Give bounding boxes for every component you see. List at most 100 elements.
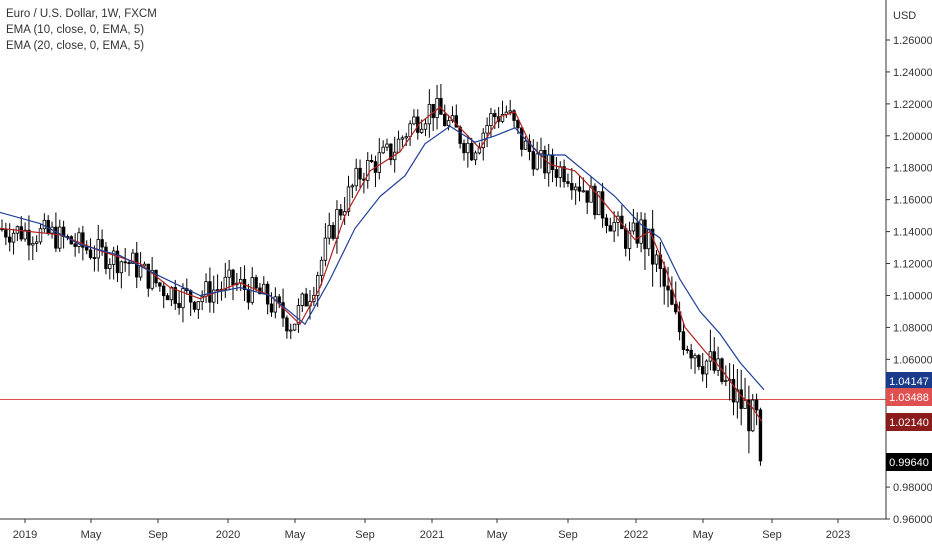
candle-body [227,269,231,278]
x-tick-label: May [693,529,714,541]
candle-body [111,250,116,265]
candle-body [666,285,670,291]
candle-body [635,222,639,244]
candle-body [396,138,401,153]
price-badge-label: 1.03488 [889,392,929,404]
candle-body [46,219,50,234]
candle-body [608,225,612,232]
candle-body [146,263,150,289]
candle-body [735,389,740,403]
candle-body [604,217,609,227]
candle-body [597,191,601,216]
x-tick-label: 2022 [624,529,648,541]
candle-body [281,302,285,319]
candle-body [585,190,589,203]
ema20-line [0,125,765,391]
candle-body [389,143,393,161]
candle-body [558,166,562,178]
ema-lines [0,106,765,422]
y-tick-label: 1.08000 [893,322,932,334]
candle-body [177,303,181,309]
candle-body [315,275,320,296]
chart-legend: Euro / U.S. Dollar, 1W, FXCM EMA (10, cl… [6,6,157,54]
candle-body [11,232,16,243]
candle-body [108,264,112,269]
price-badges: 1.04147 1.03488 1.02140 0.99640 [886,372,932,471]
candle-body [512,110,516,121]
candle-body [115,250,120,274]
candle-body [674,303,678,313]
candle-body [624,228,628,249]
price-badge-label: 1.04147 [889,376,929,388]
candle-body [350,185,355,188]
candle-body [516,120,520,129]
candle-body [92,257,97,259]
x-tick-label: Sep [148,529,168,541]
candle-body [693,355,697,359]
candle-body [508,110,512,113]
candle-body [439,97,443,115]
candle-body [454,115,458,128]
candle-body [577,186,582,192]
y-tick-label: 1.22000 [893,99,932,111]
candle-body [639,219,643,244]
candle-body [196,301,201,310]
y-tick-label: 1.18000 [893,163,932,175]
x-tick-label: May [81,529,102,541]
candle-body [408,123,412,138]
candle-body [4,229,8,238]
y-tick-label: 1.24000 [893,67,932,79]
x-axis[interactable]: 2019 May Sep 2020 May Sep 2021 May Sep 2022 May Sep… [13,519,850,541]
candle-body [724,380,728,382]
candle-body [489,113,493,126]
candle-body [150,269,154,289]
candle-body [600,191,605,219]
candle-body [335,209,339,239]
candle-body [104,246,108,269]
candle-body [647,228,651,250]
candle-body [23,229,27,240]
y-tick-label: 0.98000 [893,482,932,494]
candle-body [58,226,62,249]
candle-body [369,160,374,163]
y-axis[interactable]: USD 1.26000 1.24000 1.22000 1.20000 1.18000 1.… [886,10,932,526]
candle-body [300,293,304,306]
y-tick-label: 1.10000 [893,290,932,302]
candle-body [385,143,389,148]
candlestick-series [0,83,763,466]
x-tick-label: Sep [762,529,782,541]
x-tick-label: 2023 [826,529,850,541]
candle-body [354,167,358,187]
legend-ema10: EMA (10, close, 0, EMA, 5) [6,24,145,36]
candle-body [19,226,23,240]
x-tick-label: May [487,529,508,541]
candle-body [731,379,736,403]
y-tick-label: 1.12000 [893,259,932,271]
candle-body [161,285,166,297]
candle-body [331,224,335,239]
y-tick-label: 1.14000 [893,227,932,239]
price-badge [886,453,932,471]
price-badge-label: 1.02140 [889,417,929,429]
candle-body [593,185,597,216]
candle-body [173,287,177,304]
candle-body [188,290,193,303]
candle-body [77,232,81,247]
candle-body [469,142,474,161]
candle-body [273,296,278,313]
candle-body [539,150,543,155]
candle-body [697,355,701,367]
candle-body [412,116,416,125]
x-tick-label: 2021 [420,529,444,541]
candle-body [366,160,370,181]
candle-body [231,269,235,286]
candle-body [269,303,274,313]
candle-body [527,140,532,153]
candle-body [119,261,124,274]
y-tick-label: 1.20000 [893,131,932,143]
candle-body [570,183,574,191]
x-tick-label: 2019 [13,529,37,541]
candle-body [250,277,254,303]
candle-body [339,209,343,216]
